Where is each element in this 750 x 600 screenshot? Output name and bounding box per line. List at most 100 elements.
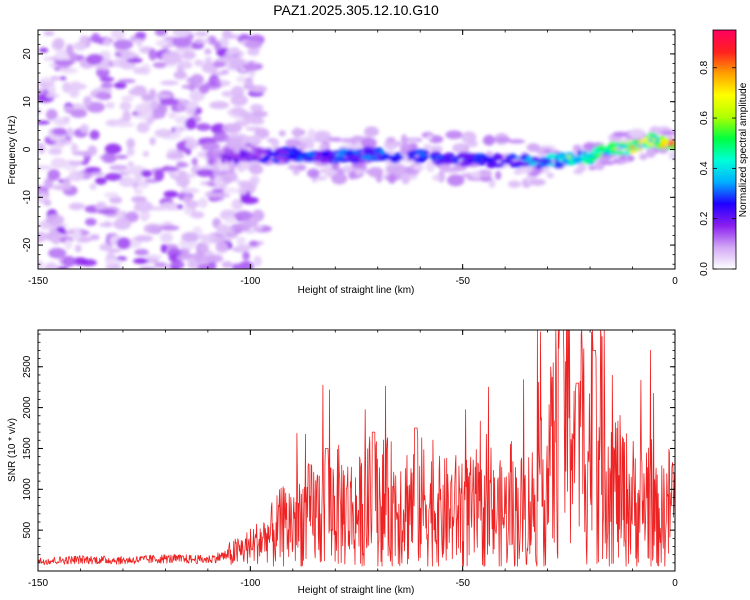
noise-blob [111,30,126,40]
noise-blob [169,265,180,269]
ridge-core-blob [333,157,339,164]
ridge-halo-blob [387,173,397,184]
colorbar-tick-label: 0.4 [699,161,710,175]
noise-blob [204,48,212,55]
ridge-halo-blob [573,168,584,175]
noise-blob [151,100,159,110]
ridge-halo-blob [202,142,221,151]
ridge-core-blob [450,158,456,164]
noise-blob [70,143,79,154]
noise-blob [121,95,134,102]
noise-blob [181,50,196,60]
noise-blob [134,200,154,213]
noise-blob [175,175,191,188]
ridge-core-blob [466,152,476,160]
ridge-halo-blob [331,172,348,185]
noise-blob [90,172,105,177]
noise-blob [105,263,122,269]
noise-blob [213,41,222,51]
noise-blob [215,241,229,254]
noise-blob [186,100,199,110]
noise-blob [43,177,54,190]
ridge-core-blob [538,163,549,168]
ridge-halo-blob [287,164,298,171]
ridge-core-blob [302,157,314,161]
noise-blob [38,47,49,53]
ridge-core-blob [226,148,232,156]
noise-blob [84,166,102,174]
colorbar-tick-label: 0.6 [699,111,710,125]
noise-blob [237,186,248,195]
noise-blob [104,172,123,181]
ridge-halo-blob [668,151,675,161]
ridge-core-blob [233,157,239,165]
noise-blob [176,162,189,168]
noise-blob [154,262,167,268]
noise-blob [239,111,253,119]
noise-blob [101,153,117,164]
noise-blob [109,164,129,171]
noise-blob [47,83,56,95]
noise-blob [48,247,67,259]
ridge-hotspot-halo [671,143,675,151]
noise-blob [47,169,61,181]
snr-y-label: SNR (10 * v/v) [7,418,18,482]
noise-blob [89,183,97,190]
ridge-core-blob [541,158,553,164]
colorbar: 0.0 0.2 0.4 0.6 0.8 Normalized spectral ampl… [699,29,749,276]
ridge-halo-blob [237,166,245,173]
ridge-core-blob [349,154,361,161]
ridge-halo-blob [445,130,463,140]
noise-blob [126,147,135,157]
ridge-halo-blob [543,148,553,154]
noise-blob [209,101,230,110]
noise-blob [94,177,107,185]
snr-y-tick-label: 2500 [22,355,33,378]
noise-blob [146,254,163,259]
noise-blob [52,127,68,136]
ridge-core-blob [314,158,320,162]
noise-blob [234,210,254,221]
snr-axes-frame [37,329,676,572]
noise-blob [167,112,177,119]
ridge-core-blob [279,149,289,156]
noise-blob [71,228,82,241]
colorbar-label: Normalized spectral amplitude [738,82,749,217]
noise-blob [68,170,85,182]
spectrogram-x-tick-label: -150 [28,276,48,287]
ridge-core-blob [258,159,268,163]
ridge-core-blob [675,148,682,152]
ridge-halo-blob [266,137,276,143]
noise-blob [236,75,247,83]
noise-blob [194,31,209,37]
ridge-core-blob [582,158,592,165]
ridge-core-blob [603,151,610,156]
ridge-core-blob [287,154,299,161]
ridge-halo-blob [526,143,541,152]
noise-blob [113,218,132,230]
noise-blob [200,234,220,244]
noise-blob [122,110,132,123]
noise-blob [107,248,122,253]
noise-blob [45,214,65,226]
noise-blob [191,157,198,166]
noise-blob [79,35,89,44]
noise-blob [197,242,210,254]
ridge-core-blob [674,144,675,147]
noise-blob [104,143,122,155]
noise-blob [87,145,98,156]
ridge-halo-blob [375,172,383,183]
ridge-halo-blob [214,171,227,176]
noise-blob [246,61,257,72]
noise-blob [173,70,188,80]
ridge-halo-blob [361,137,377,149]
noise-blob [185,117,197,130]
noise-blob [127,161,134,167]
snr-x-tick-label: -100 [240,578,260,589]
ridge-core-blob [459,152,465,157]
noise-blob [65,43,74,56]
noise-blob [44,262,58,269]
noise-blob [62,255,76,268]
ridge-core-blob [554,153,566,158]
ridge-halo-blob [318,144,328,151]
